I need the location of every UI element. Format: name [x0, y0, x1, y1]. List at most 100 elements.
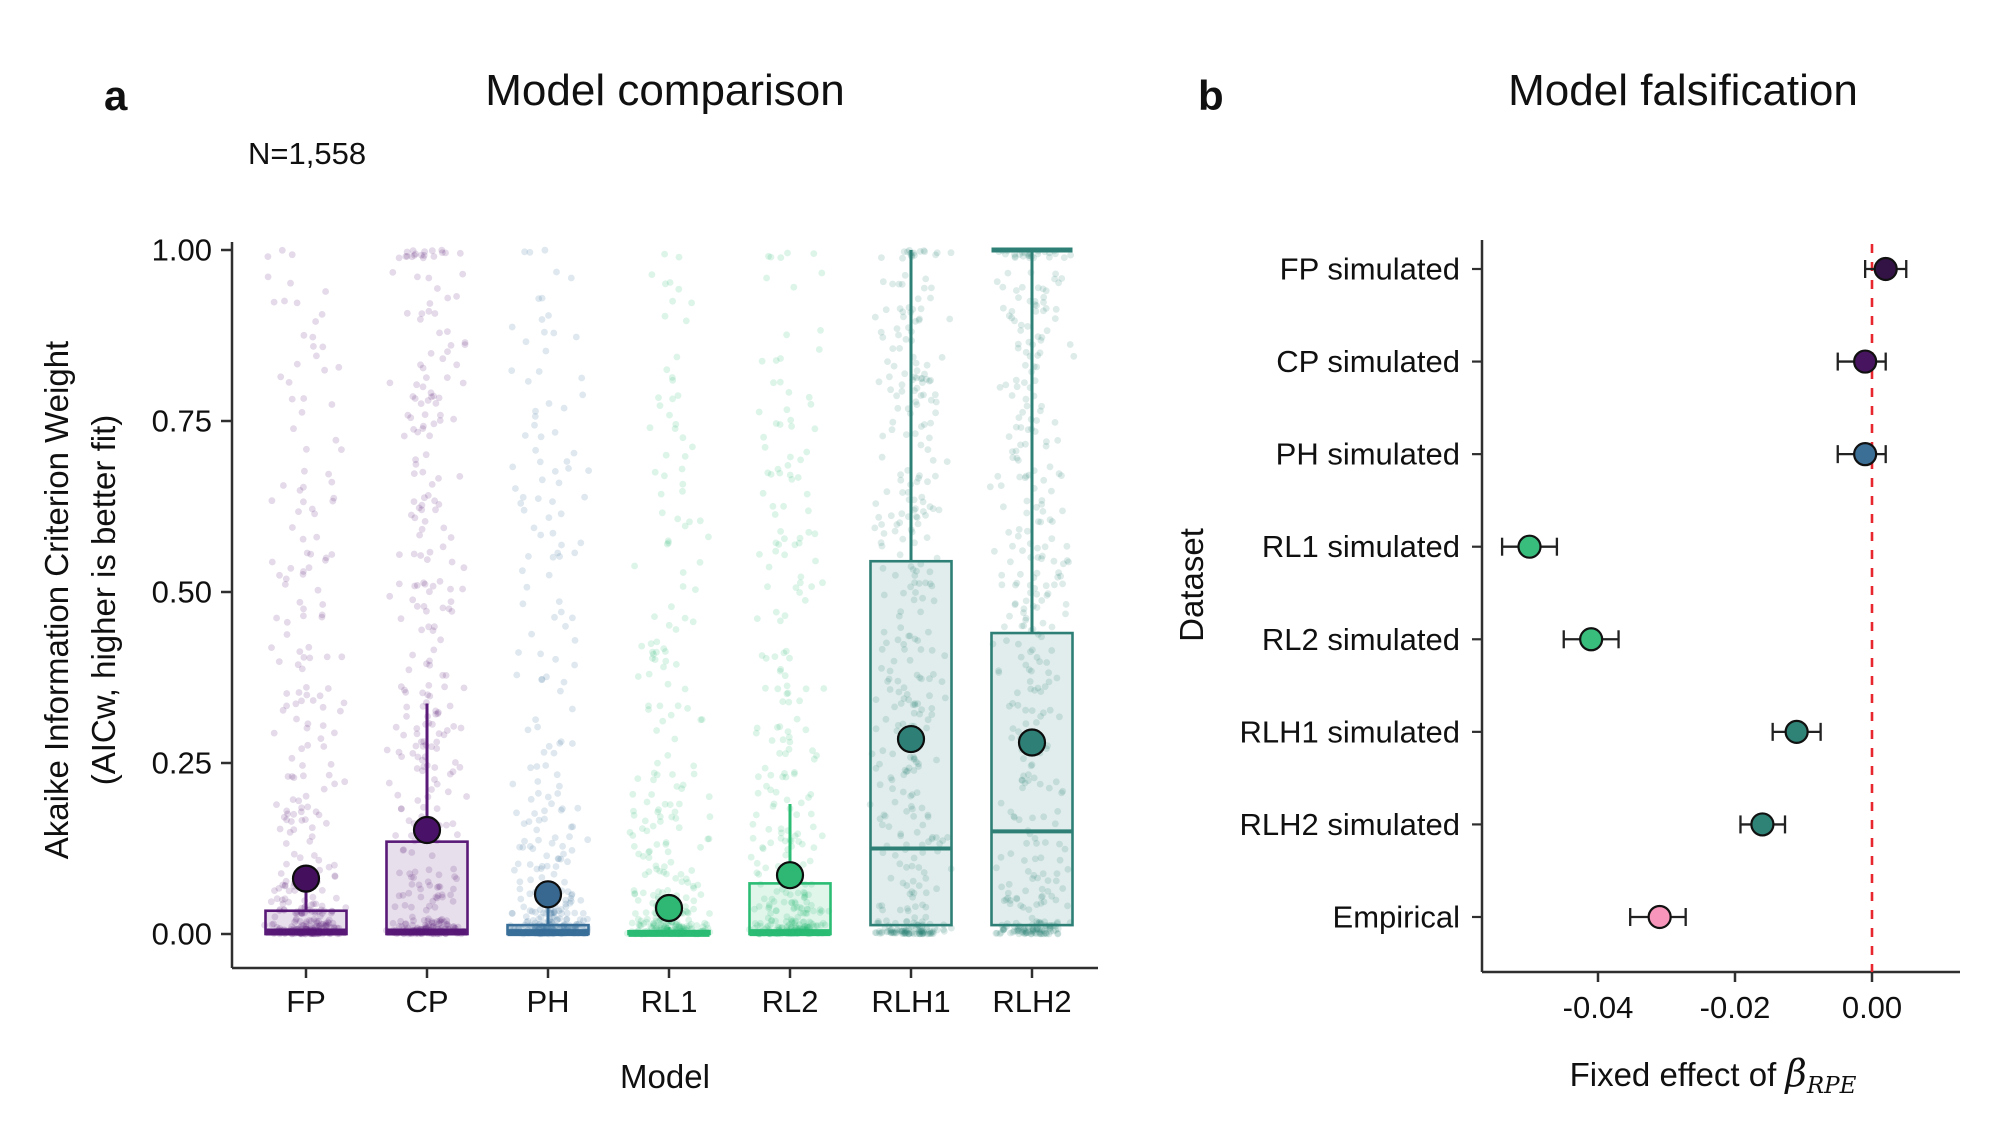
jitter-point	[312, 930, 320, 938]
jitter-point	[513, 671, 521, 679]
jitter-point	[568, 847, 576, 854]
jitter-point	[331, 924, 338, 932]
jitter-point	[644, 929, 652, 937]
jitter-point	[301, 467, 308, 475]
jitter-point	[891, 798, 899, 806]
jitter-point	[1028, 667, 1035, 675]
jitter-point	[554, 929, 561, 936]
jitter-point	[677, 926, 684, 933]
jitter-point	[813, 752, 820, 759]
jitter-point	[943, 458, 951, 465]
jitter-point	[417, 361, 424, 369]
jitter-point	[292, 909, 299, 917]
jitter-point	[765, 825, 773, 833]
jitter-point	[997, 482, 1005, 489]
jitter-point	[512, 485, 519, 492]
jitter-point	[532, 924, 540, 932]
jitter-point	[764, 922, 772, 930]
jitter-point	[898, 930, 906, 937]
jitter-point	[331, 873, 339, 880]
jitter-point	[641, 930, 649, 938]
jitter-point	[791, 898, 799, 906]
jitter-point	[1031, 923, 1038, 930]
jitter-point	[788, 929, 796, 937]
jitter-point	[905, 696, 913, 704]
jitter-point	[288, 930, 296, 938]
jitter-point	[550, 329, 558, 337]
jitter-point	[1024, 868, 1032, 875]
jitter-point	[986, 483, 994, 491]
jitter-point	[512, 928, 519, 936]
jitter-point	[642, 909, 650, 916]
jitter-point	[884, 358, 891, 365]
jitter-point	[442, 930, 449, 937]
jitter-point	[753, 859, 761, 867]
jitter-point	[433, 930, 441, 938]
jitter-point	[650, 769, 658, 777]
jitter-point	[321, 366, 328, 374]
jitter-point	[765, 563, 773, 571]
jitter-point	[794, 927, 801, 935]
jitter-point	[405, 817, 413, 825]
jitter-point	[558, 922, 565, 930]
jitter-point	[745, 926, 753, 933]
jitter-point	[649, 654, 656, 662]
jitter-point	[775, 924, 783, 932]
jitter-point	[434, 930, 442, 938]
jitter-point	[878, 254, 885, 261]
jitter-point	[754, 922, 761, 929]
jitter-point	[1018, 777, 1026, 784]
jitter-point	[660, 930, 667, 937]
jitter-point	[297, 808, 305, 816]
box-column-PH	[506, 246, 592, 938]
jitter-point	[777, 834, 785, 842]
jitter-point	[783, 690, 791, 698]
jitter-point	[1038, 885, 1046, 893]
jitter-point	[777, 930, 785, 938]
jitter-point	[562, 927, 569, 935]
jitter-point	[400, 731, 407, 739]
jitter-point	[753, 615, 761, 622]
jitter-point	[424, 492, 432, 499]
jitter-point	[1013, 454, 1021, 462]
jitter-point	[811, 530, 819, 538]
jitter-point	[1034, 284, 1042, 292]
jitter-point	[662, 840, 670, 848]
jitter-point	[919, 930, 927, 938]
jitter-point	[645, 868, 653, 875]
jitter-point	[663, 540, 671, 548]
jitter-point	[1041, 683, 1049, 690]
jitter-point	[635, 927, 642, 934]
jitter-point	[316, 912, 324, 920]
jitter-point	[787, 923, 795, 931]
jitter-point	[301, 928, 309, 935]
jitter-point	[793, 930, 801, 937]
jitter-point	[804, 930, 812, 938]
jitter-point	[542, 929, 550, 937]
jitter-point	[408, 253, 416, 261]
jitter-point	[408, 832, 415, 839]
jitter-point	[560, 927, 568, 935]
jitter-point	[1038, 930, 1046, 938]
jitter-point	[684, 909, 692, 917]
jitter-point	[294, 929, 302, 936]
jitter-point	[304, 720, 312, 728]
jitter-point	[413, 929, 420, 937]
jitter-point	[1022, 887, 1029, 895]
jitter-point	[322, 920, 330, 927]
jitter-point	[1007, 558, 1014, 566]
jitter-point	[781, 551, 788, 559]
jitter-point	[309, 333, 317, 341]
jitter-point	[273, 614, 280, 622]
jitter-point	[769, 803, 777, 810]
jitter-point	[681, 522, 689, 530]
jitter-point	[778, 924, 786, 931]
jitter-point	[933, 756, 940, 764]
jitter-point	[755, 903, 763, 910]
jitter-point	[318, 311, 326, 318]
jitter-point	[287, 564, 295, 572]
jitter-point	[895, 331, 902, 339]
jitter-point	[302, 925, 309, 933]
jitter-point	[569, 740, 576, 747]
jitter-point	[333, 894, 340, 902]
